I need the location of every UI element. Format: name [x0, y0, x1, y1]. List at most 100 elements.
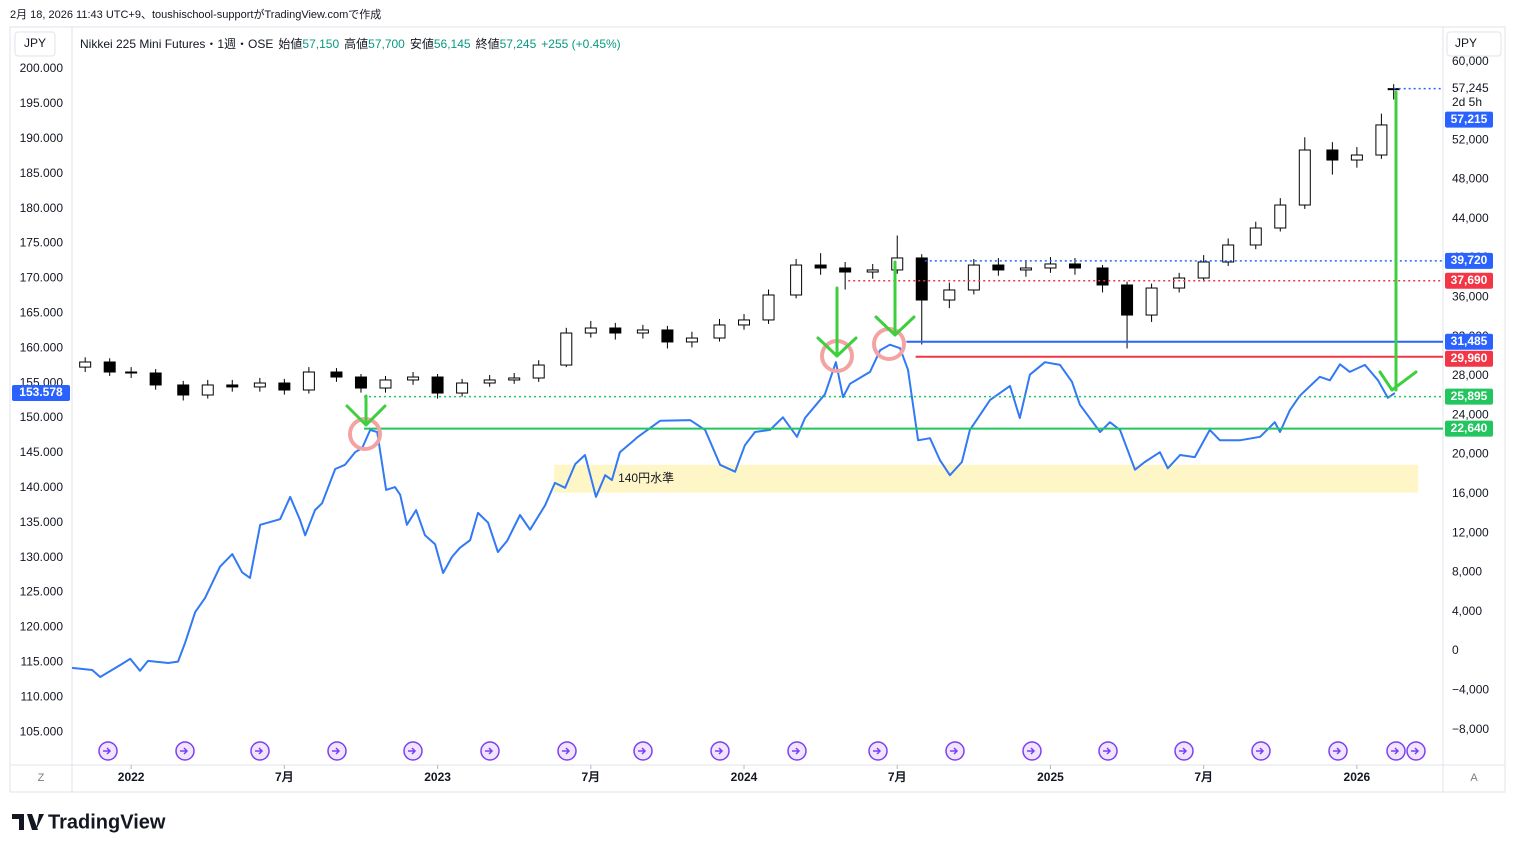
ohlc-value: 57,150 [302, 37, 340, 51]
candle-body [609, 327, 622, 334]
candle-body [226, 384, 239, 388]
candle-body [1249, 227, 1262, 246]
y-tick-label: 115.000 [21, 654, 64, 668]
candle-body [762, 294, 775, 321]
check-arrow [1378, 370, 1418, 392]
event-icon-glyph [103, 747, 112, 755]
candle-body [1375, 124, 1388, 156]
chart-title: Nikkei 225 Mini Futures・1週・OSE [80, 37, 274, 51]
y-tick-label: 165.000 [20, 305, 64, 319]
y-tick-label: 120.000 [20, 620, 64, 634]
event-icon-glyph [255, 747, 264, 755]
level-label-box [1445, 350, 1493, 367]
candle-body [103, 361, 116, 373]
y-tick-label: 130.000 [20, 550, 64, 564]
candle-body [584, 327, 597, 334]
currency-box-right[interactable]: JPY [1446, 31, 1502, 57]
level-label: 31,485 [1451, 334, 1488, 348]
event-icon-glyph [1411, 747, 1420, 755]
candle-body [661, 329, 674, 343]
candle-body [1068, 263, 1081, 269]
logo: TradingView [12, 811, 166, 833]
last-value-box [12, 385, 70, 402]
y2-tick-label: 36,000 [1452, 290, 1489, 304]
level-label-box [1445, 420, 1493, 437]
candle-body [738, 319, 751, 326]
x-tick-label: 7月 [1194, 770, 1213, 784]
ohlc-value: 57,245 [499, 37, 537, 51]
down-arrow [874, 260, 916, 337]
y-tick-label: 105.000 [20, 724, 64, 738]
x-tick-label: 7月 [275, 770, 294, 784]
candle-body [407, 376, 420, 381]
y-tick-label: 145.000 [20, 445, 64, 459]
candle-body [1173, 277, 1186, 289]
event-icon-glyph [1391, 747, 1400, 755]
zoom-button[interactable]: Z [38, 772, 45, 784]
ohlc-value: 56,145 [433, 37, 471, 51]
candle-body [891, 257, 904, 271]
y2-tick-label: 4,000 [1452, 604, 1482, 618]
event-icon-glyph [562, 747, 571, 755]
event-icon-glyph [792, 747, 801, 755]
candle-body [79, 361, 92, 368]
candle-body [483, 379, 496, 384]
level-label-box [1445, 333, 1493, 350]
currency-box-left[interactable]: JPY [14, 31, 56, 57]
candle-body [814, 264, 827, 269]
level-label: 57,215 [1451, 112, 1488, 126]
line-series [72, 343, 1396, 678]
down-arrow [345, 394, 387, 427]
y-tick-label: 190.000 [20, 131, 64, 145]
x-tick-label: 2024 [731, 770, 758, 784]
last-value-label: 153.578 [19, 385, 63, 399]
ohlc-value: 57,700 [368, 37, 405, 51]
level-label: 29,960 [1451, 351, 1488, 365]
level-label-box [1445, 272, 1493, 289]
event-icon-glyph [1103, 747, 1112, 755]
candle-body [149, 372, 162, 386]
y2-tick-label: 20,000 [1452, 447, 1489, 461]
band [554, 464, 1419, 493]
candle-body [1044, 263, 1057, 269]
candle-body [1274, 204, 1287, 229]
event-icon-glyph [1333, 747, 1342, 755]
ohlc-label: 始値 [278, 37, 303, 51]
event-icon-glyph [332, 747, 341, 755]
x-tick-label: 2022 [118, 770, 145, 784]
y-tick-label: 170.000 [20, 271, 64, 285]
candle-body [1326, 149, 1339, 161]
candle-body [1145, 287, 1158, 316]
level-label: 25,895 [1451, 389, 1488, 403]
y2-tick-label: 12,000 [1452, 525, 1489, 539]
attribution: 2月 18, 2026 11:43 UTC+9、toushischool-sup… [10, 9, 382, 21]
y-tick-label: 150.000 [20, 410, 64, 424]
candle-body [943, 289, 956, 301]
level-label-bg [1445, 80, 1500, 111]
y2-tick-label: 52,000 [1452, 132, 1489, 146]
candle-body [302, 371, 315, 391]
event-icon-glyph [1256, 747, 1265, 755]
auto-button[interactable]: A [1470, 772, 1478, 784]
candle-body [636, 329, 649, 334]
ohlc-label: 終値 [475, 37, 500, 51]
annotations [345, 90, 1418, 451]
candle-body [992, 264, 1005, 271]
down-arrow [816, 286, 858, 358]
candle-body [1350, 154, 1363, 161]
candle-body [839, 267, 852, 273]
y2-tick-label: −4,000 [1452, 682, 1489, 696]
y2-tick-label: −8,000 [1452, 722, 1489, 736]
ohlc-label: 高値 [344, 37, 369, 51]
candle-body [1197, 261, 1210, 279]
candle-body [713, 324, 726, 339]
candle-body [456, 382, 469, 394]
event-icon-glyph [485, 747, 494, 755]
event-icon-glyph [1027, 747, 1036, 755]
candle-body [790, 264, 803, 296]
event-icon-glyph [408, 747, 417, 755]
level-label-box [1445, 252, 1493, 269]
legend: Nikkei 225 Mini Futures・1週・OSE 始値57,150 高値… [80, 35, 626, 52]
candle-body [177, 384, 190, 396]
y2-tick-label: 8,000 [1452, 565, 1482, 579]
